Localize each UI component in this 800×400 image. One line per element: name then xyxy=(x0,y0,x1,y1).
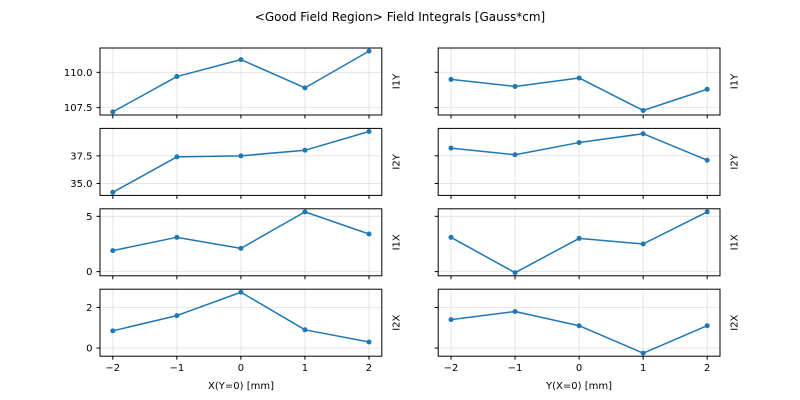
data-point xyxy=(704,323,710,329)
data-point xyxy=(110,328,116,334)
data-point xyxy=(366,48,372,54)
row-label: I1Y xyxy=(730,73,741,89)
y-tick-label: 107.5 xyxy=(64,103,93,114)
data-point xyxy=(110,189,116,195)
data-point xyxy=(512,83,518,89)
data-point xyxy=(302,85,308,91)
data-point xyxy=(704,209,710,215)
subplot-i2x-col1: −2 −1 0 1 2 I2X xyxy=(434,288,741,374)
data-point xyxy=(448,145,454,151)
data-point xyxy=(640,107,646,113)
row-label: I1Y xyxy=(391,73,402,89)
data-point xyxy=(448,234,454,240)
row-label: I1X xyxy=(730,234,741,250)
row-label: I2X xyxy=(730,314,741,330)
y-tick-label: 5 xyxy=(86,212,92,223)
data-point xyxy=(640,131,646,137)
data-point xyxy=(576,140,582,146)
data-point xyxy=(110,248,116,254)
data-point xyxy=(366,231,372,237)
x-tick-label: 0 xyxy=(576,363,582,374)
y-tick-label: 37.5 xyxy=(70,151,92,162)
y-tick-label: 2 xyxy=(86,303,92,314)
y-tick-label: 0 xyxy=(86,267,92,278)
data-point xyxy=(704,86,710,92)
x-tick-label: 0 xyxy=(238,363,244,374)
x-axis-label-left: X(Y=0) [mm] xyxy=(208,381,274,392)
row-label: I1X xyxy=(391,234,402,250)
data-point xyxy=(448,317,454,323)
x-tick-label: −2 xyxy=(444,363,459,374)
data-point xyxy=(238,57,244,63)
data-point xyxy=(512,270,518,276)
x-tick-label: −2 xyxy=(105,363,120,374)
data-point xyxy=(238,289,244,295)
data-point xyxy=(704,157,710,163)
data-point xyxy=(448,76,454,82)
x-tick-label: 1 xyxy=(640,363,646,374)
subplot-i2y-col1: I2Y xyxy=(434,127,741,199)
row-label: I2Y xyxy=(391,153,402,169)
x-tick-label: 1 xyxy=(302,363,308,374)
data-point xyxy=(302,147,308,153)
row-label: I2Y xyxy=(730,153,741,169)
data-point xyxy=(640,241,646,247)
data-point xyxy=(512,152,518,158)
y-tick-label: 35.0 xyxy=(70,179,92,190)
row-label: I2X xyxy=(391,314,402,330)
data-point xyxy=(640,350,646,356)
data-point xyxy=(302,209,308,215)
data-point xyxy=(366,128,372,134)
subplot-i1x-col0: 5 0 I1X xyxy=(86,208,402,280)
data-point xyxy=(576,235,582,241)
data-point xyxy=(174,313,180,319)
subplot-i2x-col0: −2 −1 0 1 2 2 0 I2X xyxy=(86,288,402,374)
y-tick-label: 0 xyxy=(86,344,92,355)
x-tick-label: 2 xyxy=(366,363,372,374)
data-point xyxy=(302,327,308,333)
subplot-i1x-col1: I1X xyxy=(434,208,741,280)
subplot-i1y-col0: 110.0 107.5 I1Y xyxy=(64,47,402,119)
x-axis-label-right: Y(X=0) [mm] xyxy=(546,381,612,392)
subplot-i1y-col1: I1Y xyxy=(434,47,741,119)
data-point xyxy=(576,323,582,329)
x-tick-label: 2 xyxy=(704,363,710,374)
data-point xyxy=(174,154,180,160)
data-point xyxy=(238,153,244,159)
data-point xyxy=(576,75,582,81)
figure-title: <Good Field Region> Field Integrals [Gau… xyxy=(254,10,546,24)
data-point xyxy=(174,74,180,80)
data-point xyxy=(366,339,372,345)
data-point xyxy=(512,309,518,315)
data-point xyxy=(174,234,180,240)
data-point xyxy=(110,109,116,115)
y-tick-label: 110.0 xyxy=(64,68,93,79)
x-tick-label: −1 xyxy=(508,363,523,374)
subplot-i2y-col0: 37.5 35.0 I2Y xyxy=(70,127,402,199)
x-tick-label: −1 xyxy=(169,363,184,374)
data-point xyxy=(238,245,244,251)
